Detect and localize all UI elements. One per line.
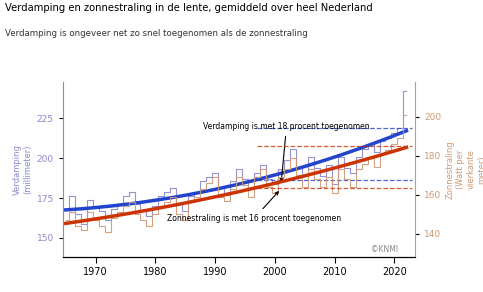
Text: Verdamping en zonnestraling in de lente, gemiddeld over heel Nederland: Verdamping en zonnestraling in de lente,… — [5, 3, 372, 13]
Text: ©KNMI: ©KNMI — [370, 245, 398, 254]
Y-axis label: Zonnestraling
(Watt per
vierkante
meter): Zonnestraling (Watt per vierkante meter) — [446, 140, 483, 199]
Text: Verdamping is met 18 procent toegenomen: Verdamping is met 18 procent toegenomen — [203, 122, 370, 181]
Text: Verdamping is ongeveer net zo snel toegenomen als de zonnestraling: Verdamping is ongeveer net zo snel toege… — [5, 29, 308, 38]
Y-axis label: Verdamping
(millimeter): Verdamping (millimeter) — [13, 144, 32, 195]
Text: Zonnestraling is met 16 procent toegenomen: Zonnestraling is met 16 procent toegenom… — [168, 192, 341, 223]
